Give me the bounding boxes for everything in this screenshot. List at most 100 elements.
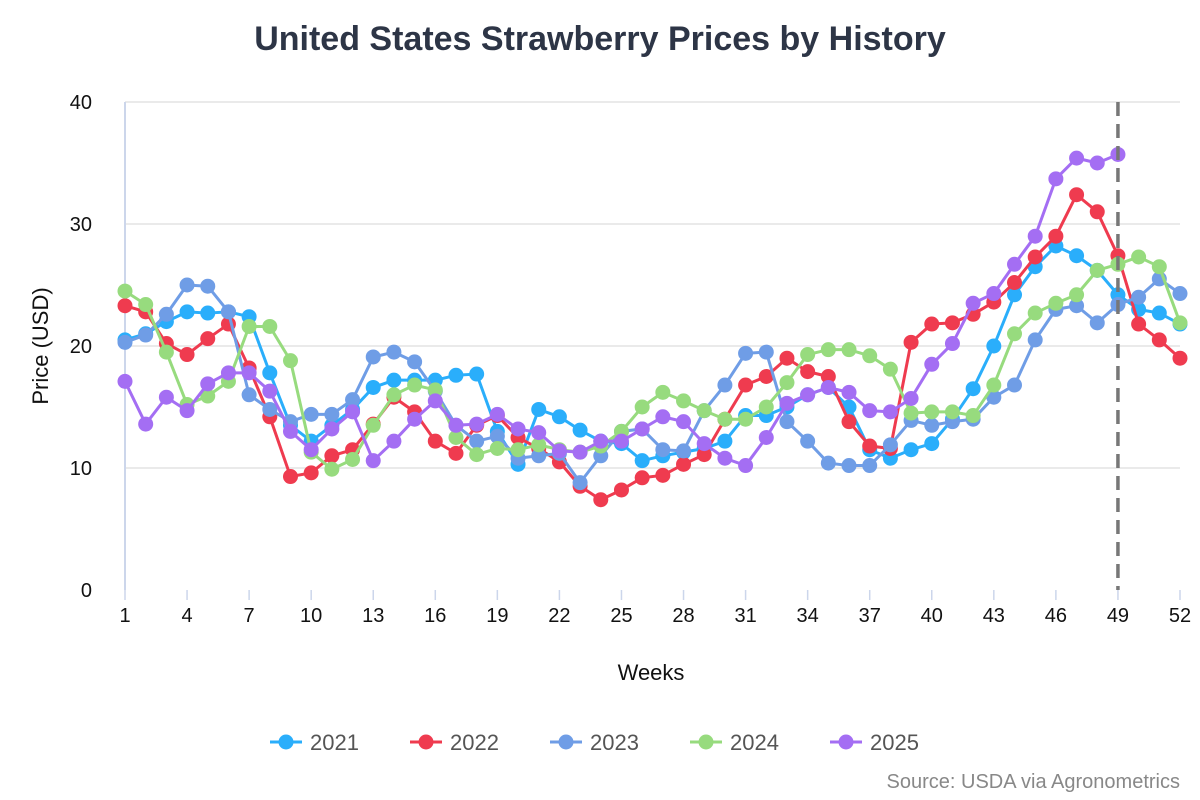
data-point [117, 373, 133, 389]
data-point [200, 388, 216, 404]
data-point [634, 453, 650, 469]
x-tick-label: 52 [1169, 605, 1191, 627]
data-point [676, 456, 692, 472]
data-point [531, 401, 547, 417]
x-tick-label: 34 [797, 605, 819, 627]
data-point [282, 423, 298, 439]
data-point [324, 461, 340, 477]
data-point [696, 436, 712, 452]
data-point [386, 344, 402, 360]
x-tick-label: 40 [921, 605, 943, 627]
data-point [1172, 315, 1188, 331]
data-point [324, 406, 340, 422]
data-point [841, 458, 857, 474]
data-point [365, 379, 381, 395]
data-point [282, 469, 298, 485]
x-tick-label: 46 [1045, 605, 1067, 627]
data-point [179, 277, 195, 293]
y-axis-label: Price (USD) [28, 287, 53, 404]
x-tick-label: 37 [859, 605, 881, 627]
data-point [1131, 249, 1147, 265]
data-point [986, 377, 1002, 393]
data-point [469, 447, 485, 463]
data-point [882, 361, 898, 377]
data-point [407, 411, 423, 427]
x-tick-label: 31 [734, 605, 756, 627]
data-point [1069, 298, 1085, 314]
data-point [220, 304, 236, 320]
x-axis-label: Weeks [618, 660, 685, 685]
data-point [717, 411, 733, 427]
data-point [345, 404, 361, 420]
legend-item-2023[interactable]: 2023 [550, 730, 639, 755]
x-tick-label: 1 [119, 605, 130, 627]
data-point [1007, 287, 1023, 303]
data-point [986, 389, 1002, 405]
data-point [862, 348, 878, 364]
data-point [903, 405, 919, 421]
data-point [303, 465, 319, 481]
legend-item-2024[interactable]: 2024 [690, 730, 779, 755]
data-point [1027, 228, 1043, 244]
legend-label: 2022 [450, 730, 499, 755]
data-point [365, 453, 381, 469]
x-tick-label: 49 [1107, 605, 1129, 627]
data-point [1027, 332, 1043, 348]
data-point [862, 458, 878, 474]
data-point [965, 408, 981, 424]
data-point [179, 403, 195, 419]
data-point [1089, 155, 1105, 171]
data-point [572, 444, 588, 460]
data-point [510, 442, 526, 458]
data-point [489, 406, 505, 422]
legend-item-2022[interactable]: 2022 [410, 730, 499, 755]
series-line [124, 255, 1182, 471]
legend-label: 2023 [590, 730, 639, 755]
y-tick-label: 30 [70, 214, 92, 236]
series-line [124, 244, 1181, 466]
data-point [324, 448, 340, 464]
data-point [117, 334, 133, 350]
data-point [965, 381, 981, 397]
data-point [1172, 350, 1188, 366]
data-point [158, 389, 174, 405]
data-point [262, 365, 278, 381]
series-line [124, 277, 1181, 485]
data-point [613, 482, 629, 498]
data-point [1069, 150, 1085, 166]
data-point [345, 392, 361, 408]
data-point [138, 327, 154, 343]
x-tick-label: 16 [424, 605, 446, 627]
data-point [200, 305, 216, 321]
data-point [1131, 289, 1147, 305]
series-2025 [117, 146, 1126, 474]
data-point [593, 433, 609, 449]
legend-item-2021[interactable]: 2021 [270, 730, 359, 755]
data-point [386, 387, 402, 403]
data-point [469, 366, 485, 382]
data-point [738, 411, 754, 427]
data-point [1027, 249, 1043, 265]
data-point [944, 336, 960, 352]
legend-label: 2024 [730, 730, 779, 755]
data-point [158, 344, 174, 360]
legend-marker [838, 734, 854, 750]
data-point [1007, 275, 1023, 291]
data-point [676, 443, 692, 459]
data-point [820, 369, 836, 384]
data-point [179, 304, 195, 320]
data-point [448, 445, 464, 461]
legend-item-2025[interactable]: 2025 [830, 730, 919, 755]
data-point [800, 433, 816, 449]
data-point [1151, 332, 1167, 348]
data-point [1007, 256, 1023, 272]
x-tick-label: 28 [672, 605, 694, 627]
data-point [262, 318, 278, 334]
legend-marker [558, 734, 574, 750]
data-point [717, 450, 733, 466]
x-tick-label: 4 [181, 605, 192, 627]
data-point [427, 433, 443, 449]
legend-marker [278, 734, 294, 750]
data-point [1007, 326, 1023, 342]
